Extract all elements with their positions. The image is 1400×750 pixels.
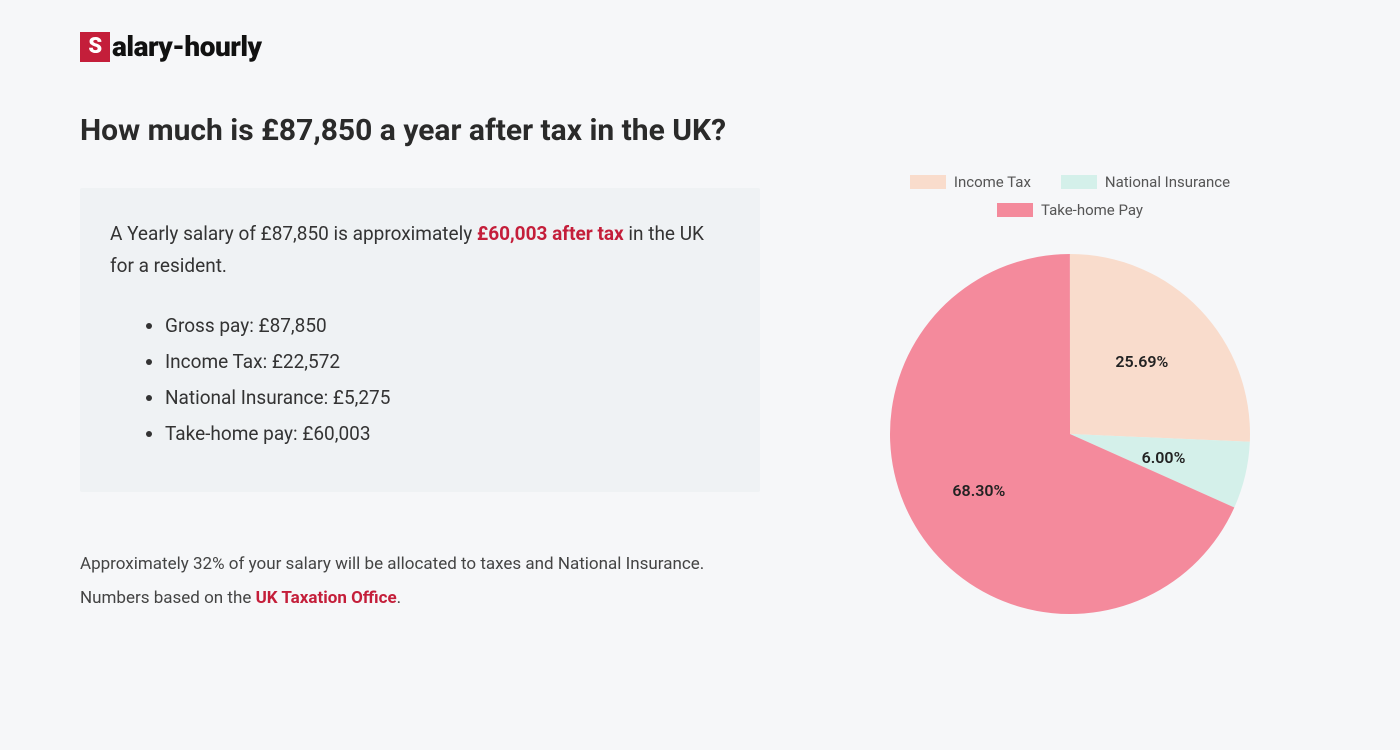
summary-box: A Yearly salary of £87,850 is approximat… [80, 188, 760, 492]
swatch-take-home [997, 203, 1033, 217]
footer-line1: Approximately 32% of your salary will be… [80, 547, 760, 581]
pie-chart: 25.69% 6.00% 68.30% [870, 234, 1270, 634]
legend-item-take-home: Take-home Pay [820, 201, 1320, 219]
legend-label: Income Tax [954, 173, 1031, 191]
list-item: National Insurance: £5,275 [165, 380, 730, 416]
footer-text: Approximately 32% of your salary will be… [80, 547, 760, 615]
site-logo: Salary-hourly [80, 30, 1320, 63]
summary-highlight: £60,003 after tax [477, 222, 624, 245]
chart-legend: Income Tax National Insurance Take-home … [820, 173, 1320, 219]
page-title: How much is £87,850 a year after tax in … [80, 113, 760, 148]
logo-text: alary-hourly [112, 30, 262, 63]
footer-line2-prefix: Numbers based on the [80, 588, 256, 608]
footer-line2: Numbers based on the UK Taxation Office. [80, 581, 760, 615]
content-row: How much is £87,850 a year after tax in … [80, 113, 1320, 634]
legend-item-income-tax: Income Tax [910, 173, 1031, 191]
logo-s-box: S [80, 32, 110, 62]
list-item: Gross pay: £87,850 [165, 308, 730, 344]
footer-line2-suffix: . [397, 588, 401, 608]
left-column: How much is £87,850 a year after tax in … [80, 113, 760, 634]
pie-slice-label: 25.69% [1115, 352, 1168, 371]
list-item: Income Tax: £22,572 [165, 344, 730, 380]
legend-label: National Insurance [1105, 173, 1230, 191]
right-column: Income Tax National Insurance Take-home … [820, 113, 1320, 634]
pie-slice [1070, 254, 1250, 442]
summary-sentence: A Yearly salary of £87,850 is approximat… [110, 218, 730, 283]
swatch-ni [1061, 175, 1097, 189]
legend-label: Take-home Pay [1041, 201, 1143, 219]
pie-svg [870, 234, 1270, 634]
swatch-income-tax [910, 175, 946, 189]
list-item: Take-home pay: £60,003 [165, 416, 730, 452]
summary-prefix: A Yearly salary of £87,850 is approximat… [110, 222, 477, 245]
breakdown-list: Gross pay: £87,850 Income Tax: £22,572 N… [110, 308, 730, 452]
uk-tax-office-link[interactable]: UK Taxation Office [256, 588, 397, 608]
pie-slice-label: 68.30% [952, 481, 1005, 500]
legend-item-ni: National Insurance [1061, 173, 1230, 191]
pie-slice-label: 6.00% [1142, 448, 1186, 467]
